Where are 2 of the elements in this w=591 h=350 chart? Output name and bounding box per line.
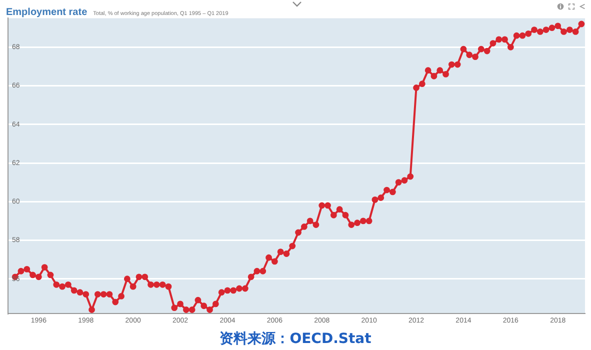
text: 资料来源：OECD.Stat — [218, 330, 372, 348]
chart-title: Employment rate — [6, 7, 88, 18]
